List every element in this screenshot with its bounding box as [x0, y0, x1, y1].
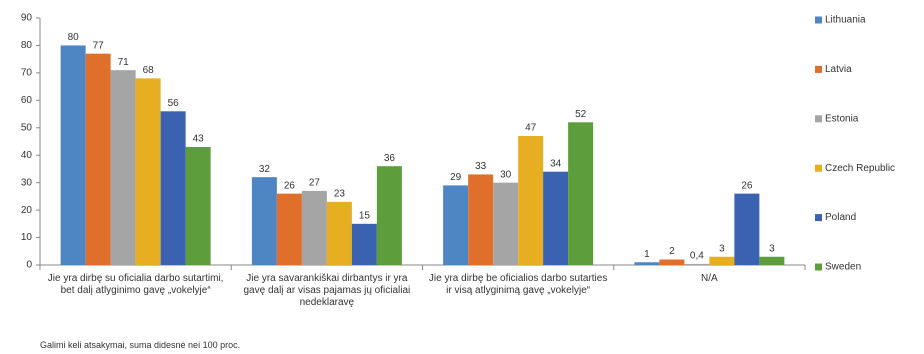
y-tick-label: 50 — [21, 122, 33, 133]
bar — [326, 201, 352, 265]
value-label: 33 — [475, 161, 487, 172]
value-label: 23 — [334, 189, 346, 200]
value-label: 15 — [359, 210, 371, 221]
legend-swatch — [815, 164, 822, 172]
bar — [351, 223, 377, 265]
value-label: 43 — [193, 134, 205, 145]
legend-swatch — [815, 115, 822, 123]
value-label: 71 — [118, 57, 130, 68]
bar — [160, 111, 186, 265]
value-label: 32 — [259, 164, 271, 175]
value-label: 29 — [450, 172, 462, 183]
bar — [734, 193, 760, 265]
bar — [60, 45, 86, 265]
y-tick-label: 60 — [21, 95, 33, 106]
value-label: 26 — [284, 180, 296, 191]
legend-swatch — [815, 263, 822, 271]
y-tick-label: 40 — [21, 150, 33, 161]
x-tick-label: N/A — [701, 273, 718, 284]
value-label: 3 — [719, 243, 725, 254]
value-label: 26 — [741, 180, 753, 191]
value-label: 68 — [143, 65, 155, 76]
y-tick-label: 70 — [21, 68, 33, 79]
bar — [709, 256, 735, 265]
legend-label: Czech Republic — [825, 163, 895, 174]
bar — [468, 174, 494, 265]
bar — [568, 122, 594, 266]
bar — [276, 193, 302, 265]
value-label: 1 — [644, 249, 650, 260]
footnote: Galimi keli atsakymai, suma didesnė nei … — [40, 340, 241, 350]
value-label: 80 — [68, 32, 80, 43]
legend-label: Lithuania — [825, 15, 866, 26]
y-tick-label: 90 — [21, 13, 33, 24]
bar — [684, 263, 710, 265]
bar — [376, 166, 402, 265]
value-label: 52 — [575, 109, 587, 120]
bar — [110, 70, 136, 266]
y-tick-label: 30 — [21, 177, 33, 188]
bar — [518, 136, 544, 265]
bar — [634, 262, 660, 265]
value-label: 77 — [93, 40, 105, 51]
bar — [759, 256, 785, 265]
value-label: 36 — [384, 153, 396, 164]
legend-swatch — [815, 16, 822, 24]
value-label: 47 — [525, 123, 537, 134]
y-tick-label: 20 — [21, 205, 33, 216]
value-label: 56 — [168, 98, 180, 109]
legend-label: Estonia — [825, 113, 859, 124]
legend-label: Latvia — [825, 64, 852, 75]
legend-label: Poland — [825, 212, 856, 223]
bar — [659, 259, 685, 265]
value-label: 0,4 — [690, 251, 704, 262]
y-tick-label: 10 — [21, 232, 33, 243]
value-label: 30 — [500, 169, 512, 180]
y-tick-label: 80 — [21, 40, 33, 51]
bar — [543, 171, 569, 265]
bar — [135, 78, 161, 265]
y-tick-label: 0 — [26, 260, 32, 271]
bar — [185, 146, 211, 265]
bar — [301, 190, 327, 265]
bar — [251, 177, 277, 265]
legend-label: Sweden — [825, 262, 861, 273]
bar — [493, 182, 519, 265]
legend-swatch — [815, 65, 822, 73]
value-label: 34 — [550, 158, 562, 169]
x-tick-label: Jie yra savarankiškai dirbantys ir yra g… — [243, 273, 411, 308]
value-label: 3 — [769, 243, 775, 254]
x-tick-label: Jie yra dirbę be oficialios darbo sutart… — [428, 273, 608, 296]
bar — [443, 185, 469, 265]
bar — [85, 53, 111, 265]
legend-swatch — [815, 214, 822, 222]
value-label: 2 — [669, 246, 675, 257]
x-tick-label: Jie yra dirbę su oficialia darbo sutarti… — [47, 273, 224, 296]
value-label: 27 — [309, 178, 321, 189]
